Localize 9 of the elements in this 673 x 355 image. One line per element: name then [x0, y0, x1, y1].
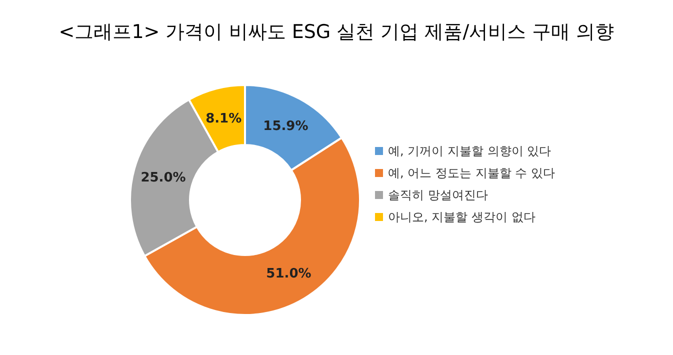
- data-label: 25.0%: [140, 170, 186, 186]
- chart-title: <그래프1> 가격이 비싸도 ESG 실천 기업 제품/서비스 구매 의향: [58, 21, 614, 43]
- data-label: 15.9%: [263, 118, 308, 134]
- data-label: 51.0%: [266, 266, 312, 282]
- legend-label: 예, 기꺼이 지불할 의향이 있다: [388, 144, 552, 158]
- legend-label: 예, 어느 정도는 지불할 수 있다: [388, 166, 555, 180]
- data-label: 8.1%: [206, 111, 242, 126]
- legend-label: 솔직히 망설여진다: [388, 188, 488, 202]
- legend-label: 아니오, 지불할 생각이 없다: [388, 210, 536, 224]
